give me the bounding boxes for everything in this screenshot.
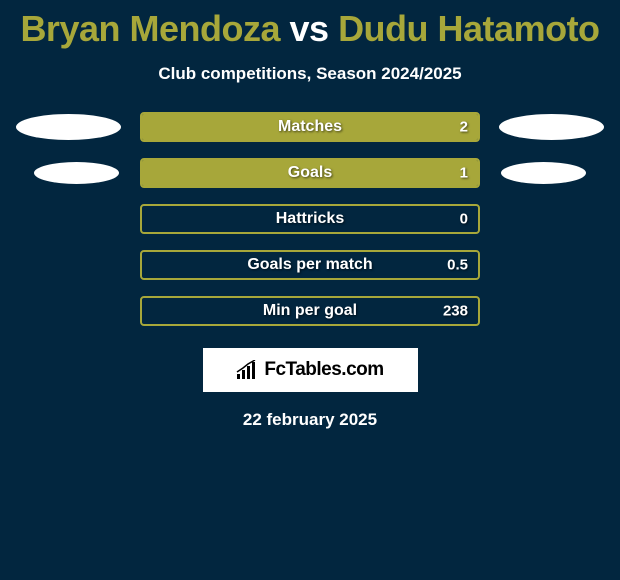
stat-bar: Matches2 [140,112,480,142]
date-text: 22 february 2025 [0,410,620,430]
stat-value: 238 [443,303,468,320]
chart-icon [236,360,260,380]
right-marker [499,114,604,140]
stat-rows: Matches2Goals1Hattricks0Goals per match0… [0,112,620,326]
stat-label: Goals per match [142,256,478,274]
player1-name: Bryan Mendoza [20,8,280,49]
logo-text: FcTables.com [264,359,383,381]
stat-row: Matches2 [10,112,610,142]
vs-text: vs [290,8,329,49]
stat-bar: Goals1 [140,158,480,188]
bar-fill [142,160,478,186]
bar-fill [142,114,478,140]
stat-bar: Goals per match0.5 [140,250,480,280]
logo-box: FcTables.com [203,348,418,392]
player2-name: Dudu Hatamoto [338,8,599,49]
stat-row: Hattricks0 [10,204,610,234]
stat-value: 1 [460,165,468,182]
stat-row: Min per goal238 [10,296,610,326]
page-title: Bryan Mendoza vs Dudu Hatamoto [0,0,620,50]
left-marker [16,114,121,140]
stat-row: Goals1 [10,158,610,188]
right-marker [501,162,586,184]
stat-row: Goals per match0.5 [10,250,610,280]
stat-bar: Min per goal238 [140,296,480,326]
stat-bar: Hattricks0 [140,204,480,234]
stat-value: 0 [460,211,468,228]
stat-label: Min per goal [142,302,478,320]
left-marker [34,162,119,184]
stat-label: Hattricks [142,210,478,228]
stat-value: 0.5 [447,257,468,274]
subtitle: Club competitions, Season 2024/2025 [0,64,620,84]
stat-value: 2 [460,119,468,136]
